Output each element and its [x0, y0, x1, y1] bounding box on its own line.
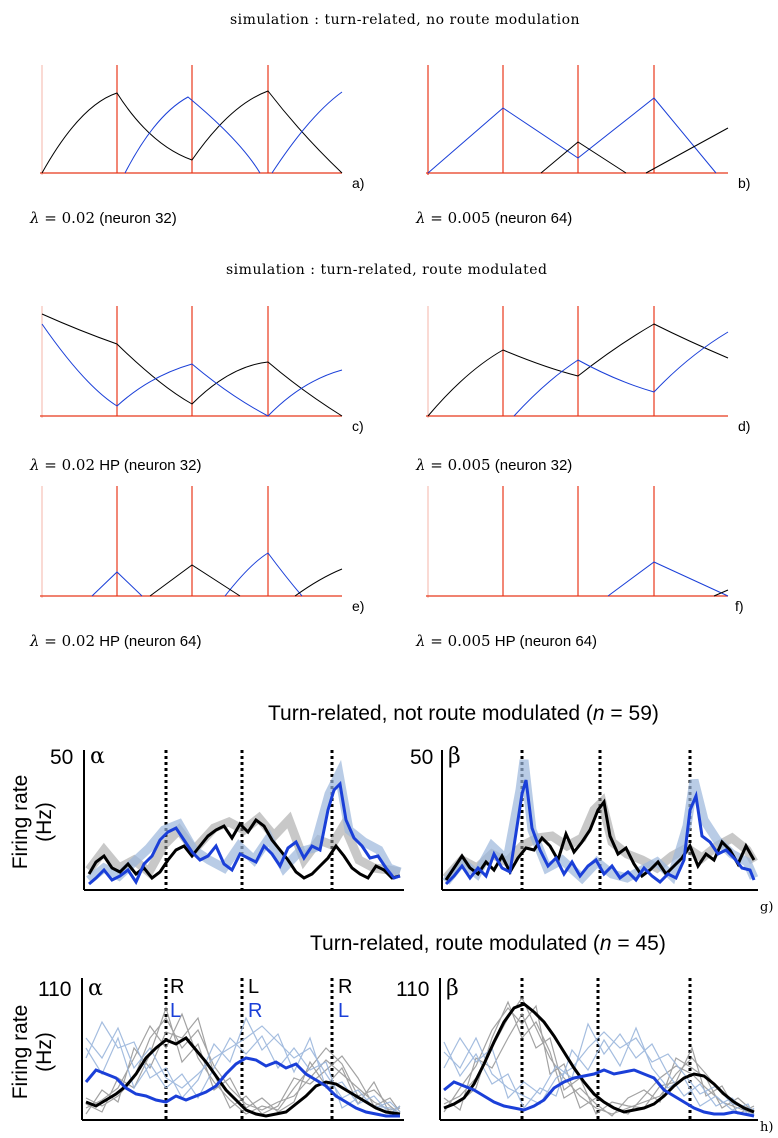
recording-g-left-ymax: 50 [50, 746, 74, 769]
panel-b-plot [426, 65, 729, 175]
recording-g-left-blue-series [88, 780, 401, 886]
panel-c-plot [40, 306, 343, 418]
simulation-title-mid: simulation : turn-related, route modulat… [226, 262, 548, 278]
recording-h-left-black-series [85, 1036, 401, 1118]
panel-e-plot [40, 486, 343, 598]
turn-label-3-blue: L [338, 1000, 350, 1022]
recording-h-left-plot [81, 978, 404, 1121]
panel-c-black-curve [41, 313, 343, 417]
recording-h-title: Turn-related, route modulated (n = 45) [310, 932, 666, 955]
recording-g-right-plot [441, 750, 759, 891]
panel-f-caption: λ = 0.005 HP (neuron 64) [416, 632, 598, 650]
recording-h-right-black-series [443, 1002, 755, 1114]
panel-a-label: a) [352, 175, 365, 191]
recording-g-left-greek: α [90, 744, 105, 769]
recording-g-right-lightblue-band [442, 759, 759, 885]
panel-a-plot [40, 65, 343, 175]
recording-g-right-blue-series [444, 779, 756, 886]
panel-d-plot [426, 306, 729, 418]
recording-h-ylabel: Firing rate (Hz) [9, 1004, 56, 1100]
panel-b-blue-curve [427, 97, 717, 174]
recording-g-right-greek: β [448, 744, 461, 769]
recording-h-right-lightblue-traces [443, 1022, 755, 1117]
panel-e-black-curve [149, 564, 343, 597]
panel-c-label: c) [352, 418, 364, 434]
panel-f-blue-curve [607, 561, 729, 597]
recording-h-left-greek: α [88, 976, 103, 1001]
turn-label-1-blue: L [170, 1000, 182, 1022]
panel-e-label: e) [352, 598, 365, 614]
recording-g-title: Turn-related, not route modulated (n = 5… [268, 702, 659, 725]
panel-f-black-curve [713, 589, 729, 597]
panel-f-label: f) [735, 598, 744, 614]
panel-e-blue-curve [91, 552, 303, 597]
panel-b-black-curve [540, 127, 729, 174]
recording-h-right-greek: β [446, 976, 459, 1001]
panel-b-label: b) [738, 175, 751, 191]
panel-d-label: d) [738, 418, 751, 434]
recording-g-right-ymax: 50 [410, 746, 434, 769]
panel-a-caption: λ = 0.02 (neuron 32) [30, 209, 177, 227]
panel-d-black-curve [427, 323, 729, 417]
recording-h-right-blue-series [443, 1068, 755, 1118]
panel-c-caption: λ = 0.02 HP (neuron 32) [30, 456, 202, 474]
panel-d-caption: λ = 0.005 (neuron 32) [416, 456, 573, 474]
recording-g-left-plot [83, 750, 404, 891]
recording-h-left-ymax: 110 [38, 978, 72, 1001]
panel-c-blue-curve [41, 323, 343, 417]
turn-label-2-black: L [248, 976, 260, 998]
turn-label-3-black: R [338, 976, 353, 998]
recording-h-label: h) [760, 1120, 774, 1135]
recording-g-label: g) [760, 900, 774, 915]
recording-h-right-ymax: 110 [396, 978, 430, 1001]
panel-f-plot [426, 486, 729, 598]
simulation-title-top: simulation : turn-related, no route modu… [230, 12, 581, 28]
recording-h-right-plot [439, 978, 758, 1121]
panel-a-blue-curve [124, 91, 343, 174]
recording-g-ylabel: Firing rate (Hz) [9, 774, 56, 870]
panel-b-caption: λ = 0.005 (neuron 64) [416, 209, 573, 227]
turn-label-1-black: R [170, 976, 185, 998]
panel-d-blue-curve [513, 331, 729, 417]
panel-e-caption: λ = 0.02 HP (neuron 64) [30, 632, 202, 650]
recording-h-left-blue-series [84, 1056, 400, 1118]
panel-a-black-curve [41, 90, 343, 174]
turn-label-2-blue: R [248, 1000, 263, 1022]
